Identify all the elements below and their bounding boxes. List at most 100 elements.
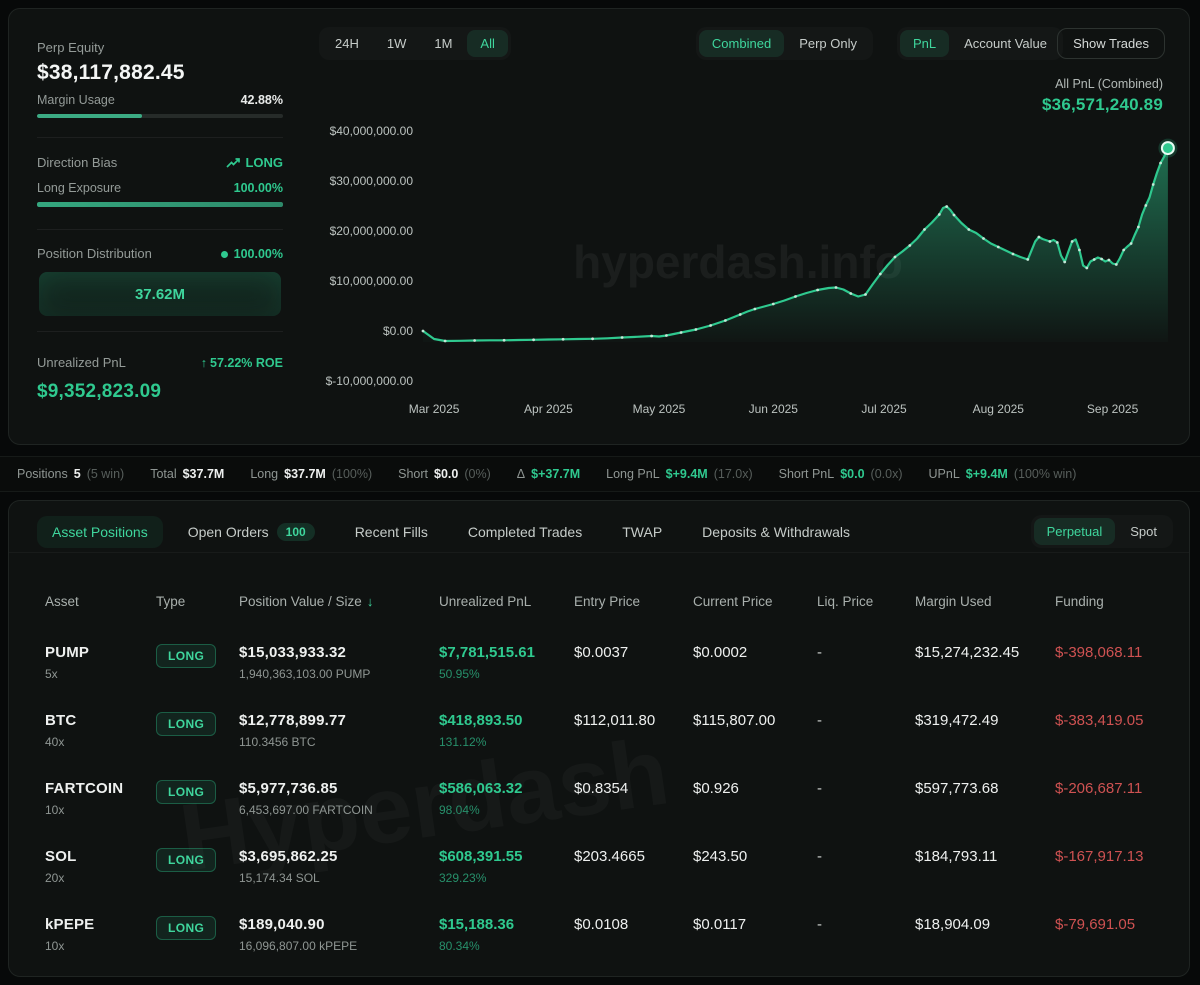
direction-bias-value: LONG (245, 155, 283, 170)
sort-desc-icon[interactable]: ↓ (366, 593, 374, 609)
x-axis-tick: Sep 2025 (1087, 402, 1139, 416)
range-1m[interactable]: 1M (421, 30, 465, 57)
show-trades-button[interactable]: Show Trades (1057, 28, 1165, 59)
data-point (1122, 248, 1126, 252)
data-point (1063, 260, 1067, 264)
summary-item-long: Long $37.7M (100%) (250, 467, 372, 481)
entry-price-cell: $0.0037 (574, 631, 693, 661)
table-row-sol[interactable]: SOL 20x LONG $3,695,862.25 15,174.34 SOL $608… (9, 835, 1189, 903)
asset-name: PUMP (45, 644, 90, 661)
data-point (849, 292, 853, 295)
data-point (1100, 257, 1103, 261)
metric-account-value[interactable]: Account Value (951, 30, 1060, 57)
liq-price-cell: - (817, 903, 915, 933)
asset-cell: SOL 20x (45, 835, 156, 885)
table-row-pump[interactable]: PUMP 5x LONG $15,033,933.32 1,940,363,103.00… (9, 631, 1189, 699)
position-size: 1,940,363,103.00 PUMP (239, 667, 371, 681)
market-perpetual[interactable]: Perpetual (1033, 518, 1116, 545)
column-header-current-price[interactable]: Current Price (693, 594, 817, 609)
column-header-margin-used[interactable]: Margin Used (915, 594, 1055, 609)
unrealized-pnl-percent: 98.04% (439, 803, 480, 817)
summary-item-label: Total (150, 467, 177, 481)
data-point (864, 293, 867, 296)
market-toggle-group: Perpetual Spot (1030, 515, 1173, 548)
position-value-cell: $5,977,736.85 6,453,697.00 FARTCOIN (239, 767, 439, 817)
tab-twap[interactable]: TWAP (607, 516, 677, 548)
table-row-kpepe[interactable]: kPEPE 10x LONG $189,040.90 16,096,807.00 kPE… (9, 903, 1189, 971)
liq-price: - (817, 712, 822, 729)
market-spot[interactable]: Spot (1117, 518, 1170, 545)
y-axis-tick: $10,000,000.00 (330, 274, 414, 288)
column-header-entry-price[interactable]: Entry Price (574, 594, 693, 609)
column-header-label: Asset (45, 593, 79, 609)
column-header-liq-price[interactable]: Liq. Price (817, 594, 915, 609)
summary-item-label: Long PnL (606, 467, 660, 481)
column-header-label: Entry Price (574, 593, 641, 609)
column-header-unrealized-pnl[interactable]: Unrealized PnL (439, 594, 574, 609)
data-point (1011, 252, 1015, 256)
unrealized-pnl-value: $15,188.36 (439, 916, 515, 933)
entry-price-cell: $112,011.80 (574, 699, 693, 729)
column-header-type[interactable]: Type (156, 594, 239, 609)
asset-leverage: 10x (45, 803, 65, 817)
margin-used: $184,793.11 (915, 848, 998, 865)
data-point (1070, 240, 1074, 243)
long-exposure-bar-fill (37, 202, 283, 207)
margin-used: $597,773.68 (915, 780, 999, 797)
summary-item-long-pnl: Long PnL $+9.4M (17.0x) (606, 467, 752, 481)
data-point (834, 286, 838, 289)
range-1w[interactable]: 1W (374, 30, 420, 57)
column-header-funding[interactable]: Funding (1055, 594, 1189, 609)
asset-cell: PUMP 5x (45, 631, 156, 681)
entry-price: $0.0037 (574, 644, 629, 661)
arrow-up-icon: ↑ (200, 355, 208, 370)
range-24h[interactable]: 24H (322, 30, 372, 57)
tab-open-orders[interactable]: Open Orders 100 (173, 515, 330, 549)
data-point (893, 255, 897, 259)
margin-used: $15,274,232.45 (915, 644, 1020, 661)
table-row-fartcoin[interactable]: FARTCOIN 10x LONG $5,977,736.85 6,453,697.00… (9, 767, 1189, 835)
column-header-asset[interactable]: Asset (45, 594, 156, 609)
pnl-chart[interactable]: hyperdash.info $40,000,000.00 $30,000,000.… (313, 113, 1189, 433)
position-distribution-bar[interactable]: 37.62M (39, 272, 281, 316)
mode-combined[interactable]: Combined (698, 30, 785, 57)
asset-name: FARTCOIN (45, 780, 124, 797)
margin-used: $319,472.49 (915, 712, 999, 729)
asset-name: BTC (45, 712, 77, 729)
funding-value: $-383,419.05 (1055, 712, 1144, 729)
unrealized-pnl-percent: 131.12% (439, 735, 487, 749)
tab-asset-positions[interactable]: Asset Positions (37, 516, 163, 548)
long-badge: LONG (156, 712, 217, 736)
column-header-label: Margin Used (915, 593, 992, 609)
long-exposure-label: Long Exposure (37, 181, 122, 195)
mode-perp-only[interactable]: Perp Only (786, 30, 870, 57)
margin-used-cell: $18,904.09 (915, 903, 1055, 933)
tab-recent-fills[interactable]: Recent Fills (340, 516, 443, 548)
column-header-position-value-size[interactable]: Position Value / Size ↓ (239, 594, 439, 609)
position-size: 16,096,807.00 kPEPE (239, 939, 358, 953)
range-all[interactable]: All (467, 30, 508, 57)
metric-toggle-group: PnL Account Value (896, 27, 1063, 60)
long-dot-icon (220, 250, 228, 258)
last-point-marker[interactable] (1160, 141, 1175, 156)
data-point (473, 339, 476, 342)
tab-deposits-withdrawals[interactable]: Deposits & Withdrawals (687, 516, 865, 548)
data-point (650, 334, 653, 338)
current-price: $0.0117 (693, 916, 747, 933)
unrealized-pnl-value: $7,781,515.61 (439, 644, 535, 661)
all-pnl-value: $36,571,240.89 (1042, 95, 1163, 114)
metric-pnl[interactable]: PnL (899, 30, 950, 57)
unrealized-pnl-value: $418,893.50 (439, 712, 523, 729)
data-point (1055, 241, 1059, 244)
entry-price-cell: $203.4665 (574, 835, 693, 865)
position-distribution-pct: 100.00% (233, 246, 283, 261)
mode-toggle-group: Combined Perp Only (695, 27, 873, 60)
data-point (421, 329, 425, 333)
time-range-group: 24H 1W 1M All (319, 27, 511, 60)
data-point (738, 313, 742, 316)
column-header-label: Liq. Price (817, 593, 874, 609)
table-row-btc[interactable]: BTC 40x LONG $12,778,899.77 110.3456 BTC $418… (9, 699, 1189, 767)
summary-item-value: $37.7M (182, 467, 225, 481)
unrealized-pnl-cell: $7,781,515.61 50.95% (439, 631, 574, 681)
tab-completed-trades[interactable]: Completed Trades (453, 516, 597, 548)
